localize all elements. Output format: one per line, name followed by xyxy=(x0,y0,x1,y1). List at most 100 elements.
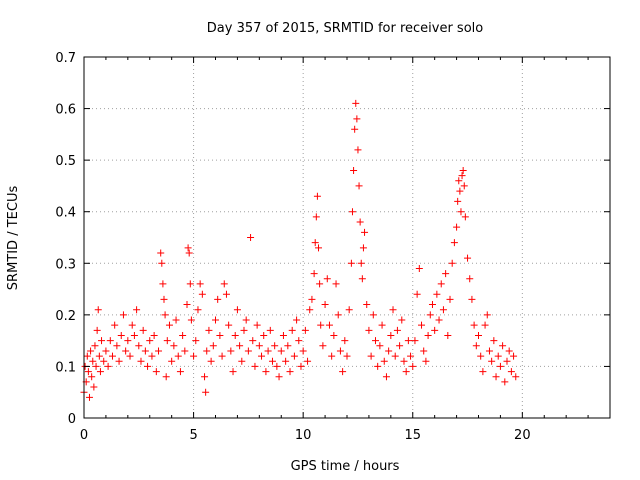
data-point xyxy=(277,347,285,355)
data-point xyxy=(348,208,356,216)
data-point xyxy=(492,373,500,381)
x-tick-label: 5 xyxy=(189,428,197,443)
data-point xyxy=(411,337,419,345)
data-point xyxy=(251,362,259,370)
data-point xyxy=(146,337,154,345)
data-point xyxy=(315,244,323,252)
data-point xyxy=(242,316,250,324)
data-point xyxy=(113,342,121,350)
data-point xyxy=(190,352,198,360)
data-point xyxy=(92,362,100,370)
data-point xyxy=(264,347,272,355)
data-point xyxy=(115,357,123,365)
data-point xyxy=(353,115,361,123)
data-point xyxy=(240,326,248,334)
data-point xyxy=(91,342,99,350)
data-point xyxy=(286,368,294,376)
data-point xyxy=(376,342,384,350)
data-point xyxy=(510,352,518,360)
data-point xyxy=(119,311,127,319)
data-point xyxy=(89,357,97,365)
data-point xyxy=(148,352,156,360)
data-point xyxy=(297,362,305,370)
data-point xyxy=(437,280,445,288)
data-point xyxy=(172,316,180,324)
data-point xyxy=(352,99,360,107)
data-point xyxy=(170,342,178,350)
data-point xyxy=(458,172,466,180)
data-point xyxy=(184,244,192,252)
data-point xyxy=(255,342,263,350)
data-point xyxy=(310,270,318,278)
data-point xyxy=(428,301,436,309)
data-point xyxy=(198,290,206,298)
data-point xyxy=(357,259,365,267)
data-point xyxy=(87,347,95,355)
data-point xyxy=(490,337,498,345)
data-point xyxy=(260,331,268,339)
data-point xyxy=(350,166,358,174)
data-point xyxy=(266,326,274,334)
data-point xyxy=(158,259,166,267)
data-point xyxy=(102,347,110,355)
data-point xyxy=(135,342,143,350)
y-tick-label: 0.6 xyxy=(55,103,76,118)
data-point xyxy=(174,352,182,360)
data-point xyxy=(100,357,108,365)
data-point xyxy=(431,326,439,334)
data-point xyxy=(374,362,382,370)
data-point xyxy=(477,352,485,360)
data-point xyxy=(398,316,406,324)
data-point xyxy=(212,316,219,324)
data-point xyxy=(457,208,465,216)
data-point xyxy=(176,368,184,376)
chart-title: Day 357 of 2015, SRMTID for receiver sol… xyxy=(207,21,484,36)
data-point xyxy=(152,368,160,376)
data-point xyxy=(435,316,443,324)
data-point xyxy=(312,213,320,221)
data-point xyxy=(483,311,491,319)
data-point xyxy=(418,321,426,329)
data-point xyxy=(139,326,147,334)
data-point xyxy=(316,280,324,288)
data-point xyxy=(426,311,434,319)
data-point xyxy=(409,362,417,370)
data-point xyxy=(358,275,366,283)
data-point xyxy=(439,306,447,314)
data-point xyxy=(108,352,116,360)
data-point xyxy=(227,347,235,355)
data-point xyxy=(163,337,171,345)
data-point xyxy=(325,321,333,329)
grid-lines xyxy=(84,57,610,418)
data-point xyxy=(400,357,408,365)
data-point xyxy=(244,347,252,355)
data-point xyxy=(345,306,353,314)
data-point xyxy=(389,306,397,314)
x-tick-label: 20 xyxy=(514,428,531,443)
data-point xyxy=(396,342,404,350)
data-point xyxy=(334,311,342,319)
data-point xyxy=(220,280,228,288)
data-point xyxy=(122,347,130,355)
data-point xyxy=(382,373,390,381)
data-point xyxy=(311,239,319,247)
data-point xyxy=(501,378,509,386)
data-point xyxy=(343,352,351,360)
data-point xyxy=(201,373,209,381)
data-point xyxy=(98,337,106,345)
data-point xyxy=(185,249,193,257)
data-point xyxy=(387,331,395,339)
data-point xyxy=(202,388,210,396)
data-point xyxy=(466,275,474,283)
data-point xyxy=(351,125,359,133)
data-point xyxy=(284,342,292,350)
data-point xyxy=(460,182,468,190)
data-point xyxy=(475,331,482,339)
data-point xyxy=(106,337,114,345)
data-point xyxy=(253,321,261,329)
x-axis-label: GPS time / hours xyxy=(291,459,400,474)
data-point xyxy=(288,326,296,334)
data-point xyxy=(494,352,502,360)
data-point xyxy=(279,331,287,339)
data-point xyxy=(402,368,410,376)
